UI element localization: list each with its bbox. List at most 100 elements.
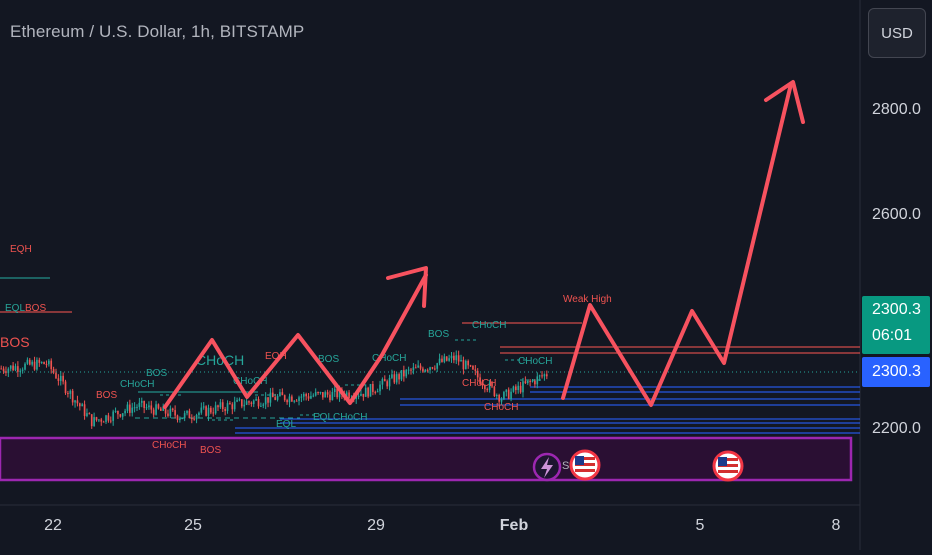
- structure-label: EQLCHoCH: [313, 412, 367, 423]
- candle-body: [348, 392, 350, 399]
- candle-body: [143, 400, 145, 408]
- structure-label: BOS: [200, 445, 221, 456]
- candle-body: [291, 396, 293, 402]
- candle-body: [455, 355, 458, 361]
- candle-body: [436, 363, 439, 369]
- candle-body: [181, 418, 184, 420]
- candle-body: [376, 391, 379, 393]
- chart-title: Ethereum / U.S. Dollar, 1h, BITSTAMP: [10, 22, 305, 41]
- structure-label: CHoCH: [484, 402, 518, 413]
- structure-label: Weak High: [563, 294, 612, 305]
- x-tick-label: Feb: [500, 517, 529, 534]
- candle-body: [76, 400, 79, 404]
- structure-label: CHoCH: [233, 376, 267, 387]
- structure-label: BOS: [25, 303, 46, 314]
- candle-body: [462, 360, 465, 370]
- y-tick-label: 2600.0: [872, 206, 921, 223]
- candle-body: [250, 402, 253, 404]
- candle-body: [17, 366, 19, 372]
- candle-body: [510, 391, 512, 399]
- candle-body: [322, 392, 324, 398]
- candle-body: [450, 355, 453, 359]
- lightning-icon[interactable]: [532, 452, 562, 482]
- candle-body: [45, 364, 48, 366]
- projection-zigzag-2: [561, 82, 793, 407]
- us-flag-icon[interactable]: [712, 450, 744, 482]
- candle-body: [403, 370, 405, 377]
- candle-body: [393, 374, 396, 383]
- candle-body: [457, 355, 460, 362]
- candle-body: [207, 407, 210, 416]
- candle-body: [476, 370, 479, 378]
- candle-body: [264, 397, 267, 405]
- candle-body: [355, 395, 358, 399]
- candle-body: [484, 385, 486, 390]
- candle-body: [338, 389, 341, 398]
- candle-body: [412, 367, 415, 371]
- candle-body: [145, 407, 148, 409]
- candle-body: [210, 407, 212, 413]
- structure-label: EQH: [10, 244, 32, 255]
- candle-body: [59, 375, 62, 381]
- candle-body: [329, 394, 331, 401]
- candle-body: [274, 397, 277, 400]
- candle-body: [129, 404, 131, 413]
- candle-body: [169, 408, 172, 416]
- last-price-value: 2300.3: [872, 301, 921, 318]
- candle-body: [224, 409, 226, 411]
- structure-label: CHoCH: [196, 352, 244, 368]
- candle-body: [286, 400, 288, 403]
- candle-body: [38, 359, 41, 363]
- candle-body: [255, 399, 257, 401]
- candle-body: [300, 396, 303, 398]
- currency-button[interactable]: USD: [868, 8, 926, 58]
- candle-body: [445, 356, 448, 361]
- candle-body: [171, 408, 174, 411]
- candle-body: [7, 368, 10, 373]
- candle-body: [426, 369, 429, 371]
- candle-body: [386, 381, 389, 387]
- candle-body: [288, 396, 291, 403]
- candle-body: [391, 374, 393, 378]
- candle-body: [52, 369, 55, 373]
- candle-body: [362, 393, 365, 397]
- us-flag-icon[interactable]: [569, 449, 601, 481]
- candle-body: [67, 393, 69, 395]
- candle-body: [33, 361, 36, 370]
- candle-body: [536, 376, 539, 385]
- candle-body: [109, 420, 112, 422]
- candle-body: [276, 396, 279, 400]
- candle-body: [381, 379, 384, 385]
- candle-body: [40, 361, 43, 363]
- candle-body: [150, 405, 153, 410]
- projection-arrowhead-1: [386, 266, 428, 308]
- candle-body: [140, 400, 143, 403]
- candle-body: [515, 386, 517, 391]
- candle-body: [114, 410, 117, 412]
- projection-arrowhead-2: [764, 80, 805, 124]
- candle-body: [159, 408, 162, 411]
- x-tick-label: 29: [367, 517, 385, 534]
- candle-body: [531, 380, 534, 382]
- candle-body: [257, 399, 260, 407]
- candle-body: [162, 406, 165, 411]
- candle-body: [64, 381, 67, 394]
- candle-body: [281, 392, 284, 396]
- candle-body: [233, 401, 236, 410]
- candle-body: [541, 375, 543, 377]
- candle-body: [152, 409, 155, 415]
- candle-body: [419, 365, 422, 369]
- candle-body: [507, 389, 510, 399]
- candle-body: [245, 401, 248, 405]
- candle-body: [12, 365, 14, 371]
- structure-label: BOS: [146, 368, 167, 379]
- candle-body: [90, 414, 93, 427]
- candle-body: [188, 410, 191, 419]
- candle-body: [398, 374, 400, 380]
- candle-body: [400, 370, 403, 380]
- candle-body: [117, 410, 119, 415]
- candle-body: [422, 368, 424, 372]
